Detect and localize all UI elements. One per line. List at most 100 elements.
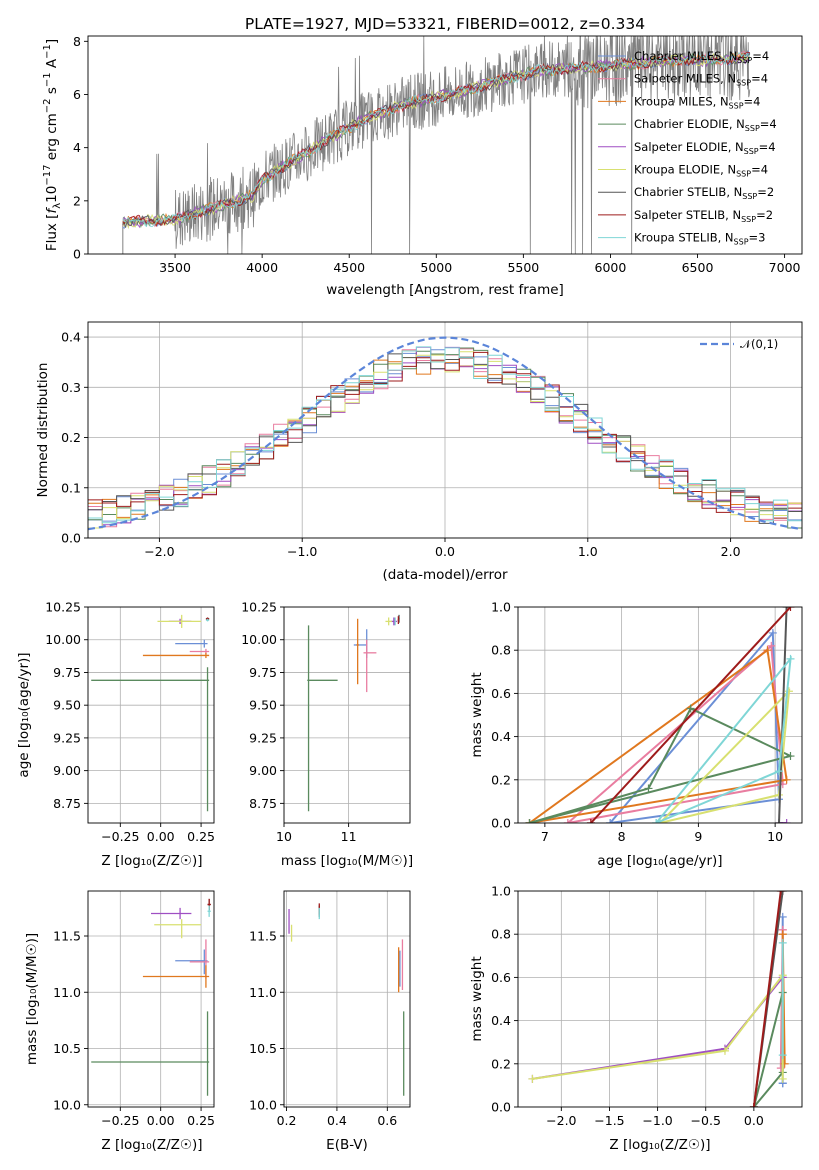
x-tick-label: 6000	[595, 260, 627, 275]
mass-weight-marker	[686, 704, 695, 713]
data-point-3	[91, 667, 210, 812]
y-tick-label: 8.75	[53, 796, 81, 811]
x-axis-label: Z [log₁₀(Z/Z☉)]	[101, 1137, 202, 1153]
y-tick-label: 0.2	[61, 430, 81, 445]
legend-label-8: Kroupa STELIB, NSSP=3	[634, 231, 765, 247]
panel-residuals: −2.0 −1.0 0.0 1.0 2.0 0.0 0.1 0.2 0.3 0.4 (data-mo…	[35, 321, 803, 583]
x-tick-label: −1.5	[594, 1113, 624, 1128]
mass-weight-line-7	[752, 891, 782, 1107]
mass-weight-line-2	[528, 648, 788, 823]
data-point-3	[307, 625, 338, 812]
y-tick-label: 11.0	[249, 985, 277, 1000]
mass-weight-line-5	[659, 688, 791, 823]
x-axis-label: age [log₁₀(age/yr)]	[597, 853, 722, 869]
mass-weight-marker	[786, 752, 795, 761]
x-tick-label: 5000	[420, 260, 452, 275]
axes-frame	[87, 606, 215, 824]
mass-weight-marker	[644, 784, 653, 793]
y-tick-label: 9.00	[53, 763, 81, 778]
y-tick-label: 10.25	[45, 600, 81, 615]
data-point-8	[207, 905, 211, 917]
mass-weight-marker	[652, 819, 661, 823]
mass-weight-marker	[778, 1074, 787, 1083]
legend-label-6: Chabrier STELIB, NSSP=2	[634, 185, 774, 201]
x-axis-label: (data-model)/error	[382, 567, 508, 583]
x-tick-label: 10	[767, 829, 783, 844]
plot-area-mass-vs-Z	[88, 891, 214, 1107]
y-tick-label: 10.5	[53, 1041, 81, 1056]
x-tick-label: 0.4	[327, 1113, 347, 1128]
y-tick-label: 6	[73, 87, 81, 102]
panel-spectrum: 3500 4000 4500 5000 5500 6000 6500 7000 0 2 4 6 8 wav…	[42, 34, 803, 298]
x-tick-label: −0.25	[101, 829, 139, 844]
y-tick-label: 0.0	[61, 531, 81, 546]
y-tick-label: 10.25	[241, 600, 277, 615]
mass-weight-marker	[606, 819, 615, 823]
y-tick-label: 1.0	[491, 600, 511, 615]
y-tick-label: 0	[73, 247, 81, 262]
mass-weight-marker	[774, 767, 783, 776]
y-tick-label: 0.6	[491, 970, 511, 985]
y-tick-label: 10.5	[249, 1041, 277, 1056]
legend-label-normal: 𝒩(0,1)	[740, 337, 778, 351]
axes-frame	[517, 606, 803, 824]
y-tick-label: 0.0	[491, 1100, 511, 1115]
data-point-5	[154, 919, 202, 939]
y-tick-label: 10.00	[241, 632, 277, 647]
x-tick-label: −0.5	[691, 1113, 721, 1128]
mass-weight-marker	[586, 819, 595, 823]
x-axis-label: wavelength [Angstrom, rest frame]	[326, 282, 564, 298]
legend-label-2: Kroupa MILES, NSSP=4	[634, 94, 760, 110]
x-tick-label: −0.25	[101, 1113, 139, 1128]
mass-weight-marker	[778, 938, 787, 947]
x-tick-label: 0.0	[744, 1113, 764, 1128]
y-tick-label: 11.0	[53, 985, 81, 1000]
axes-frame	[517, 890, 803, 1108]
x-tick-label: 1.0	[578, 544, 598, 559]
y-tick-label: 8	[73, 34, 81, 49]
y-tick-label: 0.1	[61, 480, 81, 495]
y-axis-label: mass weight	[469, 672, 485, 757]
mass-weight-marker	[525, 819, 534, 823]
data-point-3	[91, 1011, 210, 1096]
data-point-8	[205, 618, 210, 622]
data-point-5	[385, 617, 392, 626]
y-tick-label: 9.75	[249, 665, 277, 680]
panel-massweight-vs-age: 7 8 9 10 0.0 0.2 0.4 0.6 0.8 1.0 age [log₁₀(age/yr…	[469, 600, 803, 869]
y-tick-label: 2	[73, 193, 81, 208]
mass-weight-marker	[782, 607, 791, 611]
y-tick-label: 0.2	[491, 772, 511, 787]
x-tick-label: −2.0	[144, 544, 174, 559]
residual-histogram-7	[88, 351, 802, 519]
panel-age-vs-Z: −0.25 0.00 0.25 8.75 9.00 9.25 9.50 9.75 10.00 10…	[16, 600, 215, 870]
x-tick-label: 0.25	[187, 829, 215, 844]
spectrum-legend: Chabrier MILES, NSSP=4 Salpeter MILES, NS…	[598, 49, 777, 247]
y-axis-label: mass weight	[469, 956, 485, 1041]
y-tick-label: 8.75	[249, 796, 277, 811]
y-tick-label: 10.0	[53, 1097, 81, 1112]
data-point-4	[151, 907, 192, 920]
plot-area-mass-vs-EBV	[284, 891, 410, 1107]
x-tick-label: −1.0	[287, 544, 317, 559]
x-tick-label: −1.0	[642, 1113, 672, 1128]
x-tick-label: −2.0	[546, 1113, 576, 1128]
mass-weight-marker	[778, 930, 787, 939]
x-tick-label: 0.25	[187, 1113, 215, 1128]
legend-label-4: Salpeter ELODIE, NSSP=4	[634, 140, 776, 156]
data-point-2	[142, 652, 210, 659]
axes-frame	[87, 890, 215, 1108]
chart-layer: 3500 4000 4500 5000 5500 6000 6500 7000 0 2 4 6 8 wav…	[16, 34, 803, 1153]
x-axis-label: E(B-V)	[326, 1137, 368, 1153]
x-tick-label: 3500	[159, 260, 191, 275]
y-tick-label: 0.3	[61, 380, 81, 395]
y-tick-label: 9.50	[249, 698, 277, 713]
y-tick-label: 0.0	[491, 816, 511, 831]
y-tick-label: 11.5	[53, 929, 81, 944]
x-tick-label: 4500	[333, 260, 365, 275]
data-point-5	[157, 614, 202, 628]
x-tick-label: 8	[618, 829, 626, 844]
plot-area-massweight-vs-Z	[518, 891, 802, 1107]
data-point-7	[397, 616, 400, 625]
mass-weight-marker	[778, 891, 787, 895]
